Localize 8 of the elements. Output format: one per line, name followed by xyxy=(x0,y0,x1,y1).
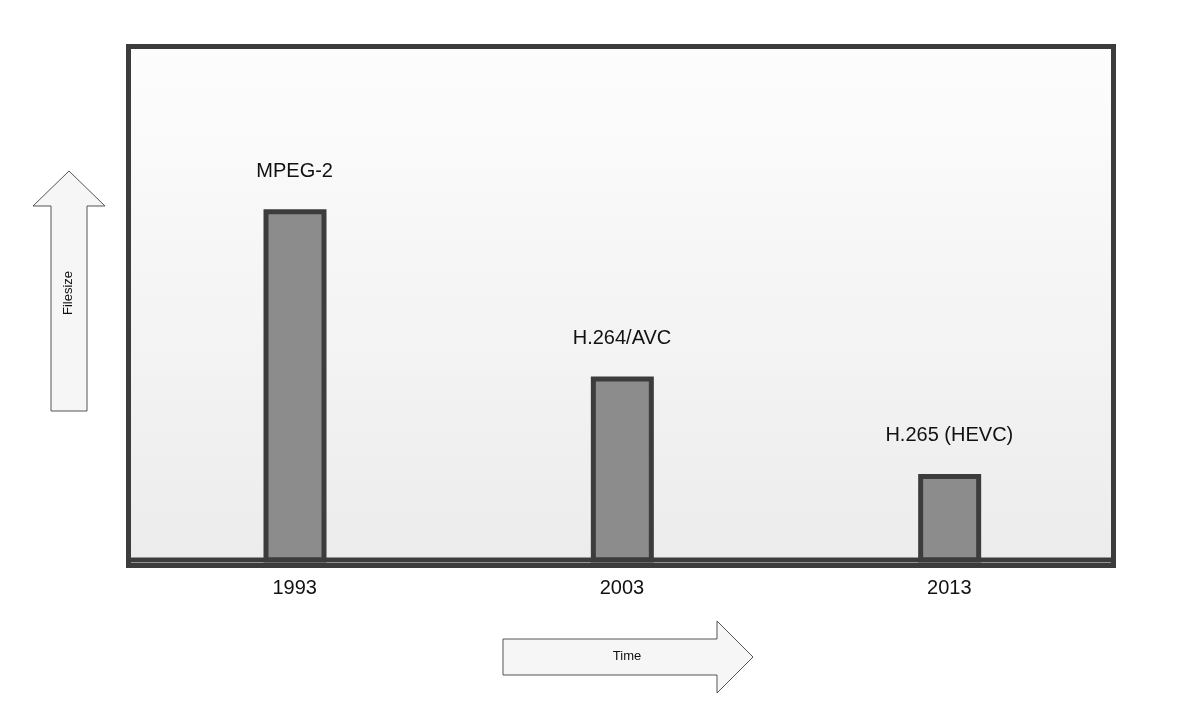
x-tick-label: 2003 xyxy=(599,576,645,599)
y-axis-title: Filesize xyxy=(60,270,76,316)
annotation: H.264/AVC xyxy=(572,325,672,348)
x-axis-title: Time xyxy=(612,648,642,664)
annotation: MPEG-2 xyxy=(256,158,334,181)
x-tick-label: 2013 xyxy=(927,576,972,599)
annotation: H.265 (HEVC) xyxy=(885,423,1014,446)
x-tick-label: 1993 xyxy=(272,576,317,599)
